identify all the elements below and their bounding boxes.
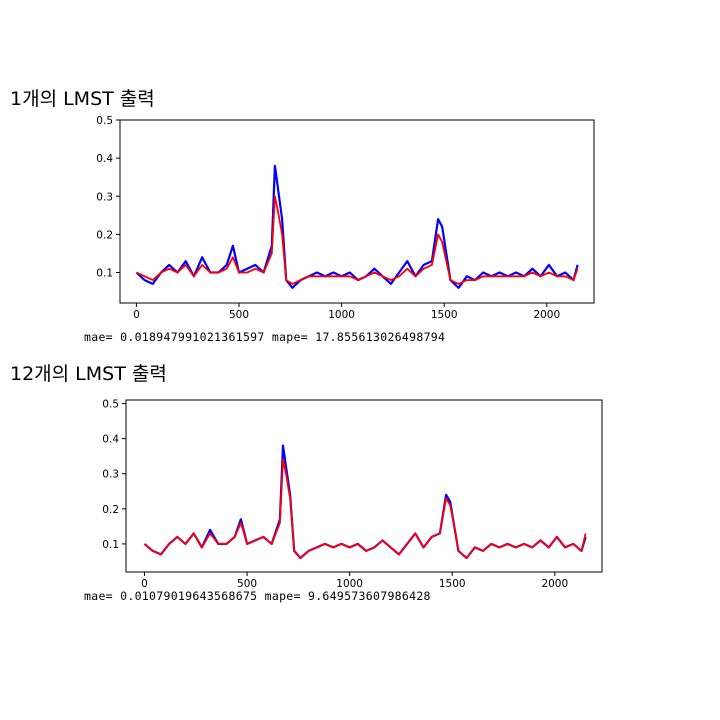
chart-2: 0 500 1000 1500 2000 0.1 0.2 0.3 0.4 0.5 — [102, 399, 603, 590]
y-tick-label: 0.2 — [96, 229, 113, 241]
section-2-heading: 12개의 LMST 출력 — [10, 363, 167, 385]
y-tick-label: 0.3 — [102, 469, 119, 481]
y-tick-label: 0.4 — [102, 434, 119, 446]
x-tick-label: 500 — [237, 578, 257, 590]
y-tick-label: 0.1 — [96, 268, 113, 280]
x-tick-label: 1500 — [431, 309, 458, 321]
chart-2-frame — [125, 399, 603, 573]
mae-value: 0.01079019643568675 — [120, 589, 258, 603]
section-1-heading: 1개의 LMST 출력 — [10, 88, 155, 110]
chart-1-metrics: mae= 0.018947991021361597 mape= 17.85561… — [84, 330, 445, 344]
y-tick-label: 0.4 — [96, 153, 113, 165]
y-tick-label: 0.5 — [102, 399, 119, 411]
y-tick-label: 0.3 — [96, 191, 113, 203]
chart-1: 0 500 1000 1500 2000 0.1 0.2 0.3 0.4 0.5 — [96, 115, 595, 321]
y-tick-label: 0.2 — [102, 504, 119, 516]
mape-value: 17.855613026498794 — [315, 330, 446, 344]
x-tick-label: 1000 — [336, 578, 363, 590]
x-tick-label: 2000 — [533, 309, 560, 321]
series-line-1 — [143, 444, 587, 560]
x-tick-label: 1500 — [439, 578, 466, 590]
series-line-2 — [136, 195, 579, 285]
mape-label: mape= — [264, 589, 301, 603]
series-line-2 — [143, 458, 587, 559]
x-tick-label: 0 — [133, 309, 140, 321]
y-tick-label: 0.1 — [102, 539, 119, 551]
x-tick-label: 0 — [141, 578, 148, 590]
mae-label: mae= — [84, 589, 113, 603]
chart-1-frame — [119, 119, 595, 304]
y-tick-label: 0.5 — [96, 115, 113, 127]
x-tick-label: 2000 — [541, 578, 568, 590]
x-tick-label: 500 — [229, 309, 249, 321]
chart-2-metrics: mae= 0.01079019643568675 mape= 9.6495736… — [84, 589, 431, 603]
mae-value: 0.018947991021361597 — [120, 330, 265, 344]
mape-label: mape= — [271, 330, 308, 344]
mae-label: mae= — [84, 330, 113, 344]
series-line-1 — [135, 164, 579, 289]
x-tick-label: 1000 — [328, 309, 355, 321]
mape-value: 9.649573607986428 — [307, 589, 431, 603]
